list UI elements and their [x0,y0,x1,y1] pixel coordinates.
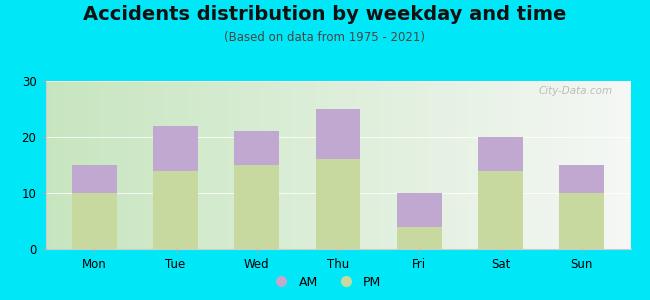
Text: City-Data.com: City-Data.com [539,86,613,96]
Text: Accidents distribution by weekday and time: Accidents distribution by weekday and ti… [83,4,567,23]
Bar [235,165,279,249]
Bar [397,226,441,249]
Bar [560,193,604,249]
Bar [560,165,604,193]
Bar [478,137,523,171]
Bar [316,159,360,249]
Bar [72,165,116,193]
Bar [478,171,523,249]
Bar [316,109,360,159]
Bar [397,193,441,226]
Text: (Based on data from 1975 - 2021): (Based on data from 1975 - 2021) [224,32,426,44]
Bar [72,193,116,249]
Legend: AM, PM: AM, PM [264,271,386,294]
Bar [153,126,198,171]
Bar [235,131,279,165]
Bar [153,171,198,249]
